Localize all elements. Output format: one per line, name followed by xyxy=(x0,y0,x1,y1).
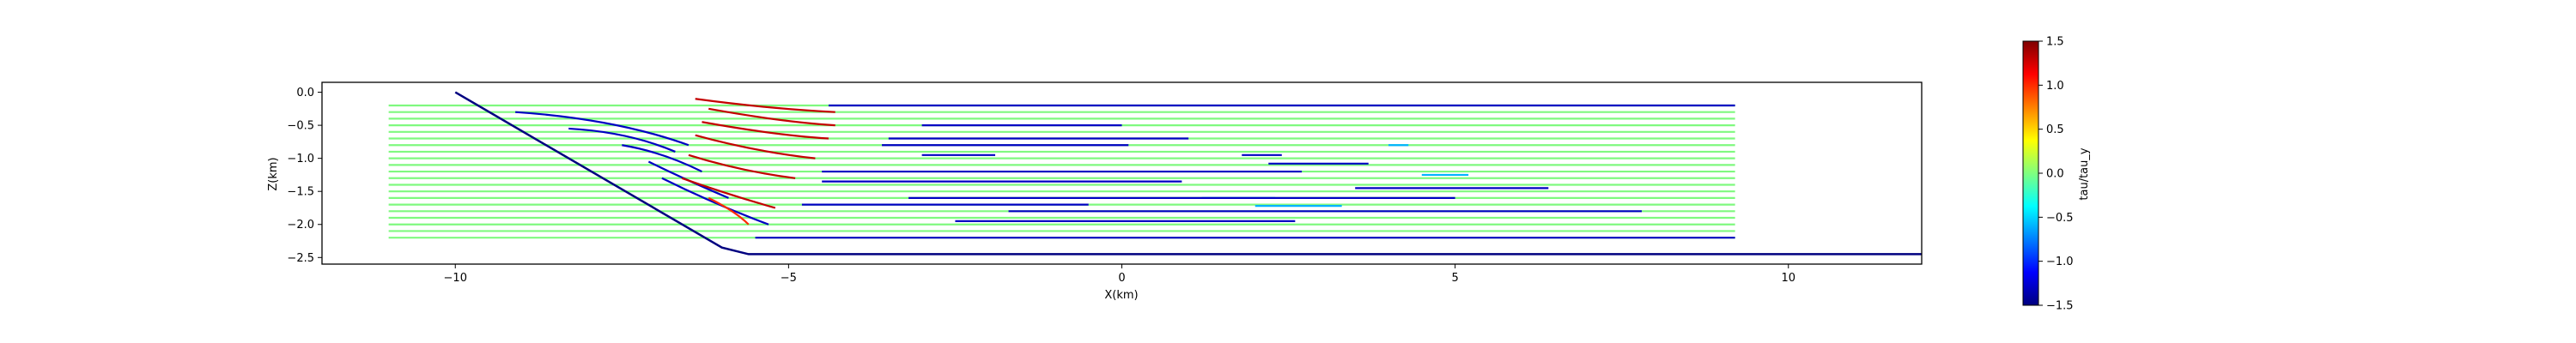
colorbar-tick-label: 0.0 xyxy=(2046,168,2064,181)
streamline-bent-5 xyxy=(695,98,835,113)
y-tick-label: 0.0 xyxy=(296,87,314,99)
colorbar-tick-label: 0.5 xyxy=(2046,123,2064,136)
y-tick-label: −2.0 xyxy=(287,219,314,232)
y-tick-label: −0.5 xyxy=(287,120,314,133)
colorbar-tick-label: 1.0 xyxy=(2046,80,2064,93)
x-tick-label: 5 xyxy=(1451,272,1458,285)
streamline-bent-2 xyxy=(622,144,702,173)
colorbar-tick-label: 1.5 xyxy=(2046,36,2064,49)
streamline-bent-11 xyxy=(708,196,750,226)
streamline-bent-4 xyxy=(661,177,769,226)
x-tick-label: 0 xyxy=(1118,272,1125,285)
y-tick-label: −1.0 xyxy=(287,153,314,165)
streamline-bent-9 xyxy=(688,153,796,179)
streamline-bent-0 xyxy=(515,111,690,147)
x-tick-label: −5 xyxy=(781,272,797,285)
colorbar-tick-label: −1.0 xyxy=(2046,256,2074,268)
x-axis-label: X(km) xyxy=(1104,289,1138,302)
colorbar-tick-label: −0.5 xyxy=(2046,212,2074,225)
basal-boundary xyxy=(454,91,1922,256)
colorbar-tick-label: −1.5 xyxy=(2046,300,2074,313)
x-tick-label: −10 xyxy=(444,272,467,285)
x-tick-label: 10 xyxy=(1781,272,1795,285)
streamline-bent-1 xyxy=(568,127,676,153)
streamline-bent-10 xyxy=(681,177,776,209)
y-axis-label: Z(km) xyxy=(267,157,280,190)
y-tick-label: −1.5 xyxy=(287,186,314,199)
axes: −10 −5 0 5 10 0.0 −0.5 −1.0 −1.5 −2.0 −2.5 xyxy=(287,87,1795,285)
plot-area xyxy=(388,91,1922,256)
streamline-bent-7 xyxy=(702,121,829,140)
colorbar: 1.5 1.0 0.5 0.0 −0.5 −1.0 −1.5 xyxy=(2022,36,2074,313)
colorbar-label: tau/tau_y xyxy=(2078,147,2091,200)
streamline-bent-8 xyxy=(695,134,816,159)
streamline-bent-6 xyxy=(708,107,835,127)
y-tick-label: −2.5 xyxy=(287,252,314,265)
colorbar-gradient xyxy=(2022,40,2039,306)
